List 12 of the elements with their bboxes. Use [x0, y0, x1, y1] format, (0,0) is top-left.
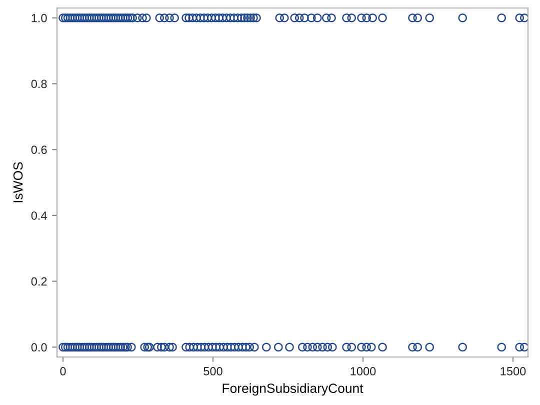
y-tick-label: 0.8: [31, 80, 47, 88]
y-tick-label: 1.0: [32, 14, 47, 22]
y-tick-label: 0.2: [31, 277, 47, 286]
y-tick-label: 0.0: [31, 343, 47, 352]
x-tick-label: 500: [204, 367, 222, 376]
x-tick-label: 0: [60, 367, 66, 376]
x-tick-label: 1500: [500, 367, 526, 376]
y-tick-label: 0.4: [31, 211, 47, 220]
y-axis-title: IsWOS: [13, 162, 23, 202]
y-tick-label: 0.6: [31, 146, 47, 154]
x-tick-label: 1000: [350, 367, 376, 376]
x-axis-title: ForeignSubsidiaryCount: [222, 383, 364, 396]
